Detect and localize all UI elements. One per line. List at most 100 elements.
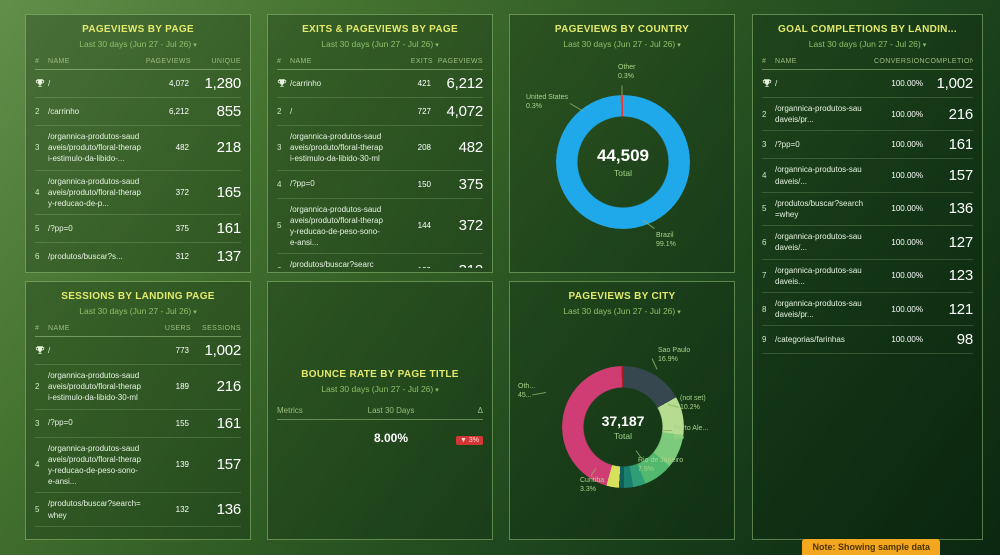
table-row[interactable]: 5/organnica-produtos-saudaveis/produto/f… <box>277 198 483 255</box>
panel-sessions-by-landing: SESSIONS BY LANDING PAGE Last 30 days (J… <box>25 281 251 540</box>
page-name: /organnica-produtos-saudaveis/produto/fl… <box>48 437 145 494</box>
metric1-value: 100.00% <box>869 292 925 327</box>
exits-pageviews-table: # NAME EXITS PAGEVIEWS /carrinho 421 6,212… <box>277 56 483 268</box>
chevron-down-icon: ▾ <box>193 42 197 49</box>
label-pct: 0.3% <box>618 73 634 81</box>
column-header-period: Last 30 Days <box>367 406 415 415</box>
goal-completions-table: # NAME CONVERSION COMPLETION /100.00% 1,0… <box>762 56 973 355</box>
table-row[interactable]: 2/organnica-produtos-saudaveis/produto/f… <box>35 364 241 410</box>
table-row[interactable]: 3/?pp=0 155 161 <box>35 409 241 438</box>
metric2-value: 123 <box>925 259 973 293</box>
label-text: Oth... <box>518 383 536 390</box>
date-range-selector[interactable]: Last 30 days (Jun 27 - Jul 26) ▾ <box>762 39 973 49</box>
table-row[interactable]: 6/produtos/buscar?s... 312 137 <box>35 242 241 268</box>
table-row[interactable]: 4/organnica-produtos-saudaveis/... 100.00… <box>762 158 973 193</box>
metric2-value: 157 <box>925 158 973 193</box>
rank-number: 4 <box>762 158 775 193</box>
pie-label-rio: Rio de Janeiro 7.9% <box>638 456 683 474</box>
city-donut-chart[interactable] <box>562 366 684 488</box>
metric1-value: 100.00% <box>869 325 925 355</box>
metric1-value: 482 <box>145 125 191 171</box>
metric1-value: 727 <box>387 97 433 126</box>
column-header-metrics: Metrics <box>277 406 303 415</box>
table-row[interactable]: /773 1,002 <box>35 336 241 365</box>
page-name: /produtos/buscar?s... <box>48 242 145 268</box>
table-row[interactable]: 6/produtos/buscar?search...123312 <box>277 253 483 268</box>
metric1-value: 100.00% <box>869 225 925 260</box>
metric1-value: 421 <box>387 69 433 98</box>
metric2-value: 121 <box>925 292 973 327</box>
rank-number: 4 <box>35 170 48 216</box>
table-row[interactable]: 7/organnica-produtos-saudaveis... 100.00%… <box>762 259 973 293</box>
rank-number: 3 <box>762 130 775 160</box>
label-text: Brazil <box>656 232 674 239</box>
metric1-value: 773 <box>145 336 191 365</box>
table-row[interactable]: 3/organnica-produtos-saudaveis/produto/f… <box>277 125 483 171</box>
date-range-selector[interactable]: Last 30 days (Jun 27 - Jul 26) ▾ <box>519 306 725 316</box>
date-range-selector[interactable]: Last 30 days (Jun 27 - Jul 26) ▾ <box>277 39 483 49</box>
panel-title: SESSIONS BY LANDING PAGE <box>61 291 215 302</box>
trophy-icon <box>762 78 772 87</box>
date-range-label: Last 30 days (Jun 27 - Jul 26) <box>321 384 434 394</box>
rank-number: 2 <box>762 97 775 132</box>
page-name: /organnica-produtos-saudaveis/produto/fl… <box>290 198 387 255</box>
column-header-name: NAME <box>48 323 145 337</box>
metric2-value: 1,002 <box>925 69 973 98</box>
metric1-value: 123 <box>387 253 433 268</box>
metric1-value: 189 <box>145 364 191 410</box>
table-row[interactable]: 8/organnica-produtos-saudaveis/pr... 100.… <box>762 292 973 327</box>
country-donut-chart[interactable] <box>556 95 690 229</box>
label-text: (not set) <box>680 395 706 402</box>
date-range-selector[interactable]: Last 30 days (Jun 27 - Jul 26) ▾ <box>35 306 241 316</box>
date-range-selector[interactable]: Last 30 days (Jun 27 - Jul 26) ▾ <box>35 39 241 49</box>
metric1-value: 100.00% <box>869 97 925 132</box>
table-row[interactable]: 3/organnica-produtos-saudaveis/produto/f… <box>35 125 241 171</box>
pie-label-united-states: United States 0.3% <box>526 93 568 111</box>
column-header-metric1: PAGEVIEWS <box>145 56 191 70</box>
table-row[interactable]: 4/organnica-produtos-saudaveis/produto/f… <box>35 437 241 494</box>
rank-number: 5 <box>762 192 775 227</box>
column-header-metric1: CONVERSION <box>869 56 925 70</box>
label-pct: 0.3% <box>526 103 542 111</box>
table-clip: # NAME EXITS PAGEVIEWS /carrinho 421 6,212… <box>277 56 483 268</box>
chevron-down-icon: ▾ <box>193 309 197 316</box>
table-row[interactable]: /100.00% 1,002 <box>762 69 973 98</box>
table-row[interactable]: 4/?pp=0 150 375 <box>277 170 483 199</box>
chevron-down-icon: ▾ <box>677 309 681 316</box>
label-pct: 10.2% <box>680 404 700 412</box>
rank-trophy <box>762 69 775 98</box>
pie-label-sao-paulo: Sao Paulo 16.9% <box>658 346 690 364</box>
page-name: / <box>775 69 869 98</box>
table-row[interactable]: 2/organnica-produtos-saudaveis/pr... 100.… <box>762 97 973 132</box>
date-range-selector[interactable]: Last 30 days (Jun 27 - Jul 26) ▾ <box>519 39 725 49</box>
panel-title: PAGEVIEWS BY PAGE <box>82 24 194 35</box>
page-name: / <box>48 336 145 365</box>
table-row[interactable]: 9/categorias/farinhas 100.00% 98 <box>762 325 973 355</box>
table-row[interactable]: 5/?pp=0 375 161 <box>35 214 241 244</box>
pageviews-by-page-table: # NAME PAGEVIEWS UNIQUE /4,072 1,280 2/car… <box>35 56 241 268</box>
label-text: Sao Paulo <box>658 347 691 354</box>
table-row[interactable]: /4,072 1,280 <box>35 69 241 98</box>
metric2-value: 375 <box>433 170 483 199</box>
date-range-label: Last 30 days (Jun 27 - Jul 26) <box>808 39 921 49</box>
table-row[interactable]: 5/produtos/buscar?search=whey 132 136 <box>35 492 241 527</box>
table-row[interactable]: 3/?pp=0 100.00% 161 <box>762 130 973 160</box>
metric2-value: 136 <box>925 192 973 227</box>
date-range-selector[interactable]: Last 30 days (Jun 27 - Jul 26) ▾ <box>277 384 483 394</box>
table-row[interactable]: 2/carrinho 6,212 855 <box>35 97 241 126</box>
metric1-value: 100.00% <box>869 130 925 160</box>
date-range-label: Last 30 days (Jun 27 - Jul 26) <box>79 39 192 49</box>
rank-number: 4 <box>277 170 290 199</box>
table-row[interactable]: 4/organnica-produtos-saudaveis/produto/f… <box>35 170 241 216</box>
table-row[interactable]: 2/727 4,072 <box>277 97 483 126</box>
table-row[interactable]: 6/organnica-produtos-saudaveis/... 100.00… <box>762 225 973 260</box>
metric1-value: 100.00% <box>869 259 925 293</box>
table-row[interactable]: /carrinho 421 6,212 <box>277 69 483 98</box>
rank-number: 9 <box>762 325 775 355</box>
metric2-value: 137 <box>191 242 241 268</box>
label-pct: 16.9% <box>658 356 678 364</box>
table-row[interactable]: 5/produtos/buscar?search=whey 100.00% 136 <box>762 192 973 227</box>
pie-label-other: Other 0.3% <box>618 63 636 81</box>
rank-trophy <box>35 336 48 365</box>
panel-pageviews-by-country: PAGEVIEWS BY COUNTRY Last 30 days (Jun 2… <box>509 14 735 273</box>
